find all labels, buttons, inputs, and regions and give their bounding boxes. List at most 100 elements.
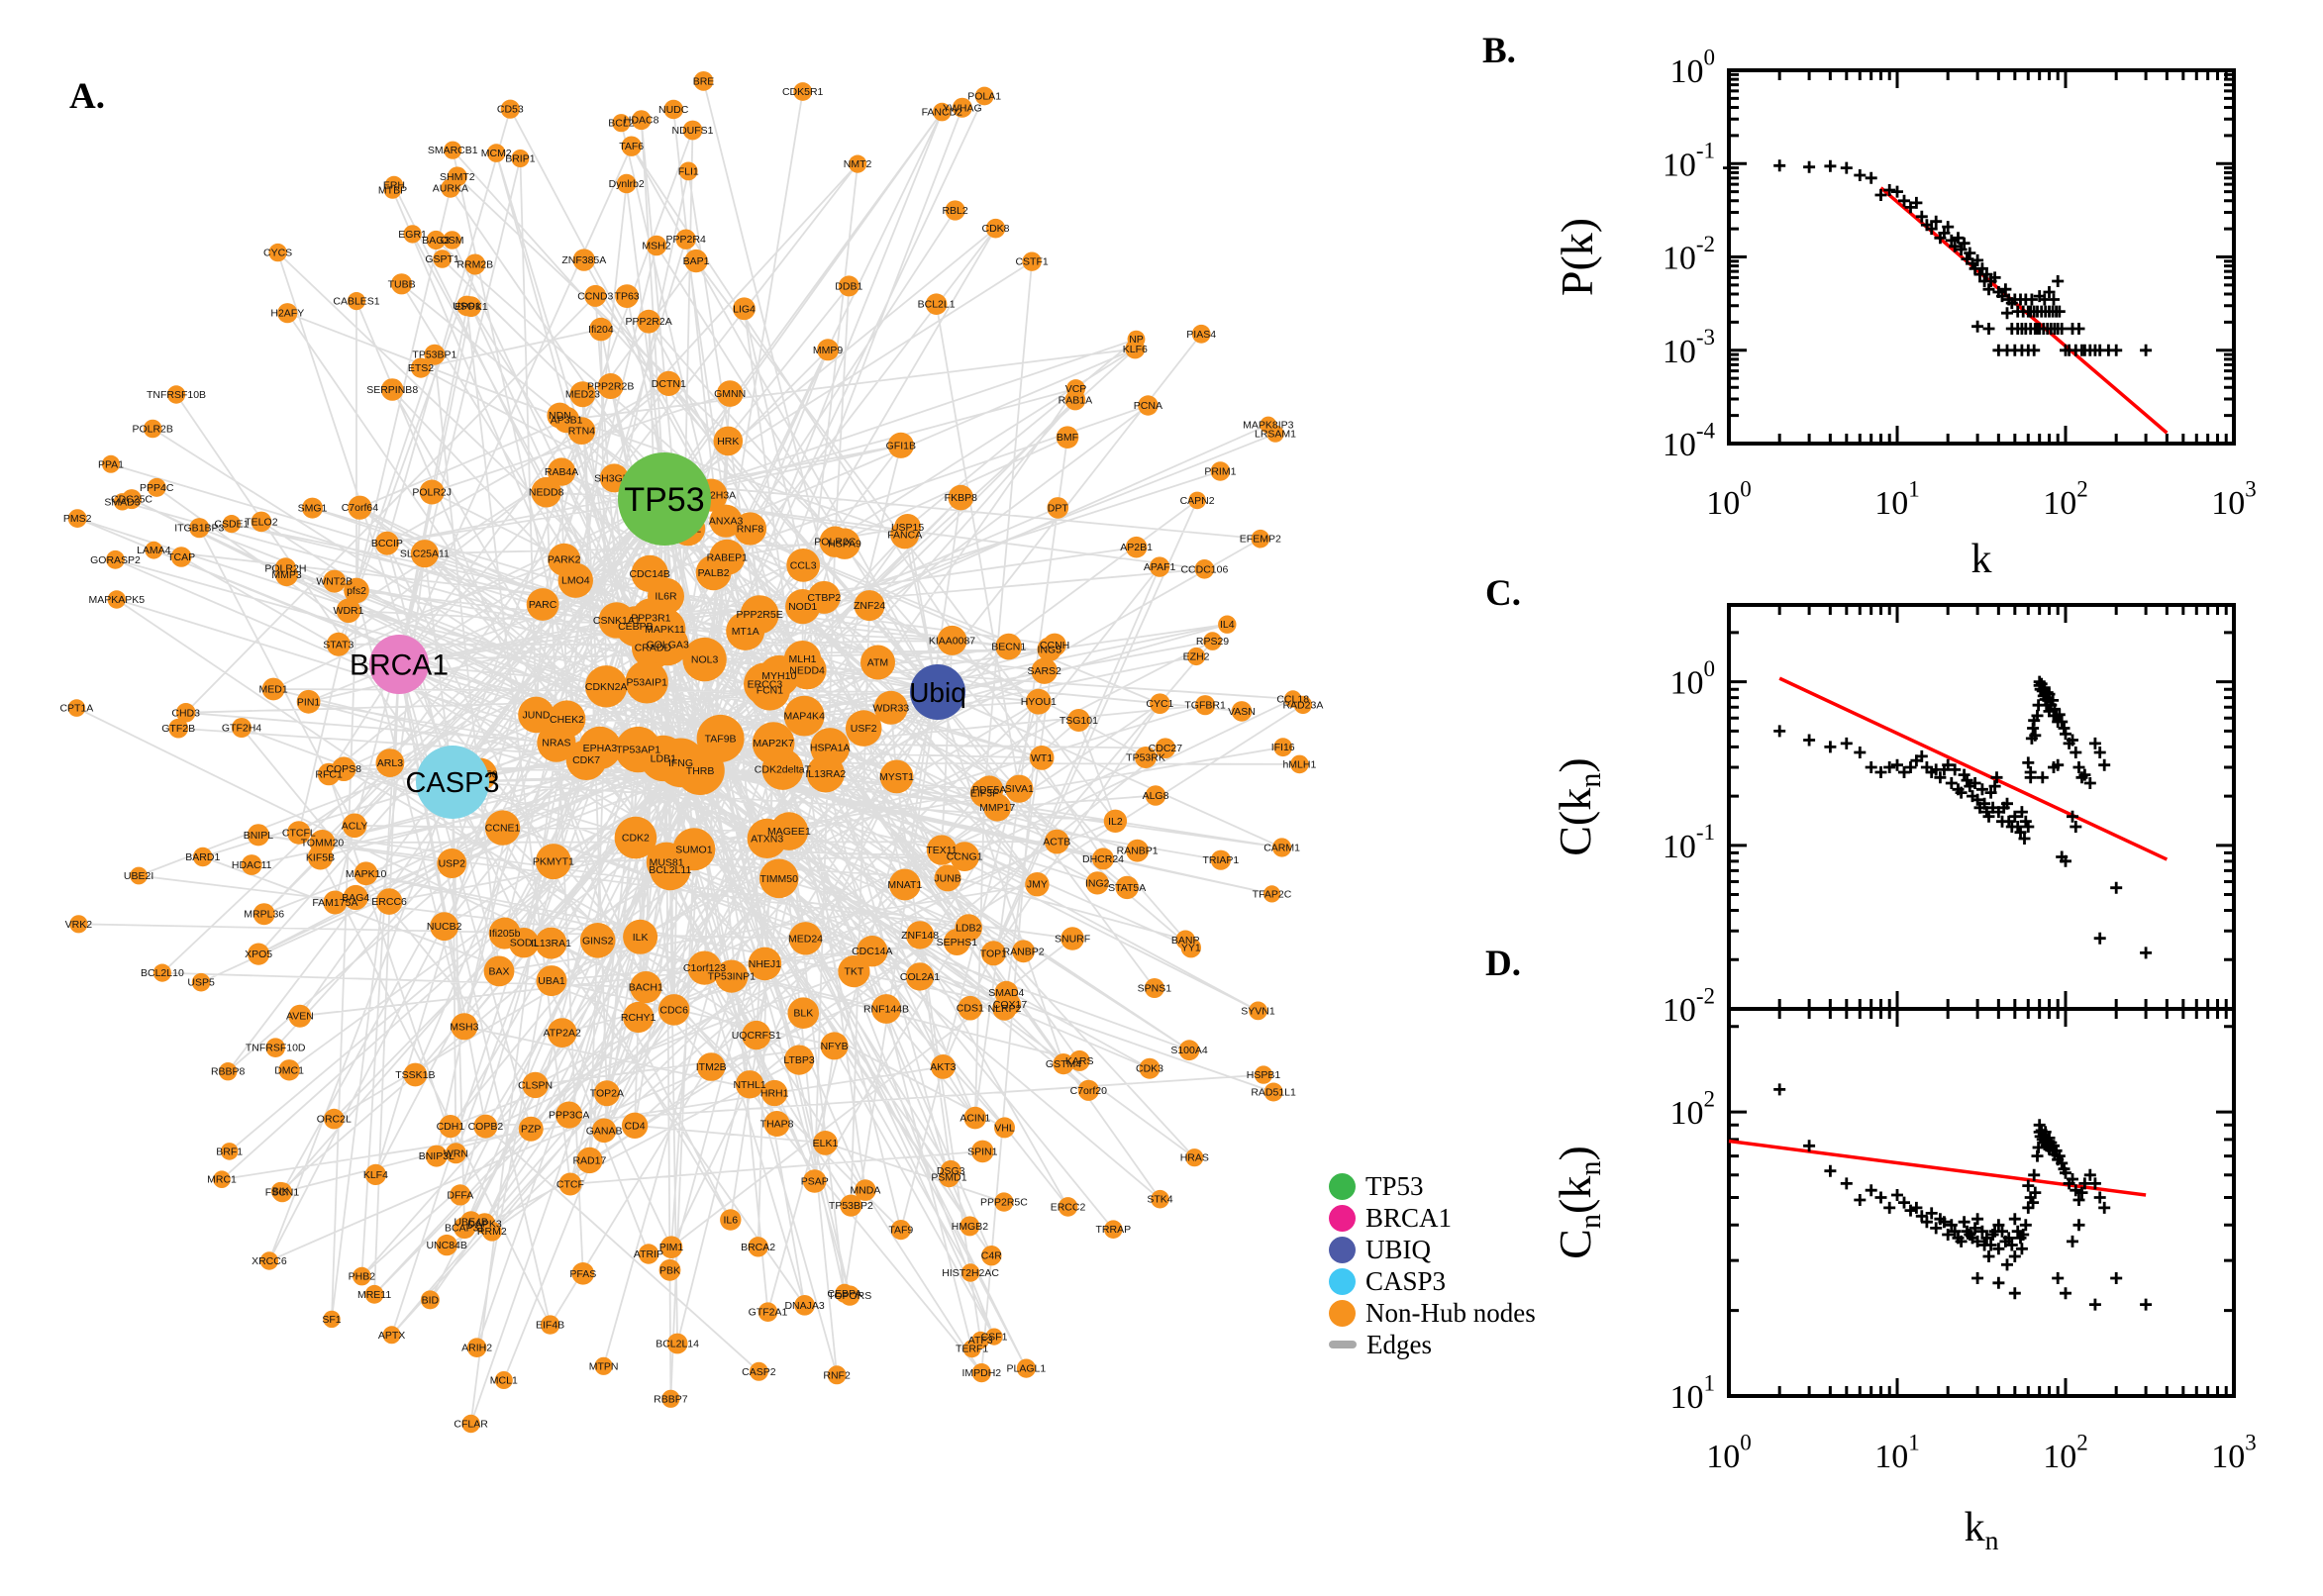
network-node[interactable] (661, 1389, 680, 1408)
network-node[interactable] (241, 854, 262, 875)
network-node[interactable] (994, 1117, 1015, 1139)
network-node[interactable] (873, 690, 908, 725)
network-node[interactable] (540, 1315, 560, 1335)
network-node[interactable] (1127, 330, 1146, 349)
network-node[interactable] (277, 303, 298, 324)
network-node[interactable] (854, 590, 885, 622)
network-node[interactable] (827, 1365, 847, 1385)
network-node[interactable] (382, 1326, 401, 1345)
network-node[interactable] (473, 1114, 498, 1139)
network-node[interactable] (749, 1361, 768, 1381)
network-node[interactable] (1273, 738, 1293, 757)
network-node[interactable] (259, 1251, 279, 1270)
network-node[interactable] (980, 941, 1006, 966)
network-node[interactable] (1145, 785, 1166, 806)
network-node[interactable] (1029, 746, 1055, 770)
network-node[interactable] (860, 645, 895, 680)
network-node[interactable] (391, 273, 413, 295)
network-node[interactable] (625, 660, 668, 704)
network-node[interactable] (806, 754, 845, 793)
network-node[interactable] (716, 380, 744, 407)
network-node[interactable] (748, 947, 782, 981)
network-node[interactable] (994, 980, 1019, 1005)
network-node[interactable] (952, 97, 972, 118)
network-node[interactable] (682, 120, 703, 141)
network-node[interactable] (1263, 1082, 1283, 1102)
network-node[interactable] (616, 173, 637, 194)
network-node[interactable] (410, 540, 439, 568)
network-node[interactable] (296, 689, 321, 714)
network-node[interactable] (342, 813, 367, 839)
network-node[interactable] (323, 1310, 341, 1329)
network-node[interactable] (486, 144, 506, 162)
network-node[interactable] (107, 590, 127, 609)
network-node[interactable] (302, 497, 323, 519)
network-node[interactable] (950, 842, 979, 871)
network-node[interactable] (220, 1143, 239, 1160)
network-node[interactable] (675, 229, 696, 249)
network-node[interactable] (838, 955, 870, 988)
network-node[interactable] (287, 821, 311, 845)
network-node[interactable] (1284, 690, 1302, 708)
network-node[interactable] (735, 1070, 764, 1099)
network-node[interactable] (1060, 927, 1084, 950)
network-node[interactable] (1262, 885, 1281, 903)
network-node[interactable] (1126, 839, 1149, 862)
network-node[interactable] (437, 848, 467, 878)
network-node[interactable] (536, 965, 567, 997)
network-node[interactable] (845, 710, 882, 747)
network-node[interactable] (784, 1045, 815, 1075)
network-node[interactable] (323, 890, 348, 915)
network-node[interactable] (785, 589, 821, 625)
network-node[interactable] (572, 249, 595, 271)
network-node[interactable] (69, 915, 88, 934)
network-node[interactable] (1178, 1040, 1200, 1061)
network-node[interactable] (445, 1143, 466, 1164)
network-node[interactable] (623, 919, 658, 954)
network-node[interactable] (905, 921, 935, 949)
network-node[interactable] (638, 1244, 659, 1264)
network-node[interactable] (374, 531, 399, 555)
network-node[interactable] (578, 726, 622, 770)
network-node[interactable] (106, 549, 125, 569)
network-node[interactable] (945, 200, 965, 221)
network-node[interactable] (170, 547, 192, 567)
network-node[interactable] (535, 927, 567, 959)
network-node[interactable] (364, 1284, 384, 1304)
network-node[interactable] (1175, 930, 1195, 950)
network-node[interactable] (531, 476, 561, 508)
network-node[interactable] (1260, 416, 1277, 434)
network-node[interactable] (934, 864, 961, 892)
network-node[interactable] (324, 1108, 345, 1130)
network-node[interactable] (614, 816, 657, 859)
network-node[interactable] (252, 903, 275, 926)
network-node[interactable] (261, 677, 285, 701)
network-node[interactable] (687, 950, 722, 985)
network-node[interactable] (375, 748, 405, 777)
network-node[interactable] (484, 810, 521, 846)
network-node[interactable] (1218, 615, 1237, 634)
network-node[interactable] (926, 835, 958, 865)
network-node[interactable] (726, 611, 765, 650)
network-node[interactable] (960, 1263, 980, 1282)
network-node[interactable] (819, 526, 851, 557)
network-node[interactable] (424, 344, 446, 365)
network-node[interactable] (191, 972, 211, 992)
network-node[interactable] (1005, 774, 1034, 803)
network-node[interactable] (1092, 848, 1114, 870)
network-node[interactable] (1085, 871, 1109, 895)
network-node[interactable] (483, 955, 515, 987)
network-node[interactable] (1056, 426, 1079, 449)
network-node[interactable] (576, 1147, 603, 1174)
network-node[interactable] (425, 1145, 448, 1167)
network-node[interactable] (441, 178, 460, 198)
network-node[interactable] (488, 917, 521, 949)
network-node[interactable] (343, 884, 368, 911)
network-node[interactable] (557, 562, 593, 598)
network-node[interactable] (615, 284, 639, 308)
network-node[interactable] (518, 696, 555, 734)
network-node[interactable] (1025, 872, 1050, 897)
network-node[interactable] (535, 844, 571, 880)
network-node[interactable] (752, 722, 795, 765)
network-node[interactable] (1195, 695, 1216, 716)
